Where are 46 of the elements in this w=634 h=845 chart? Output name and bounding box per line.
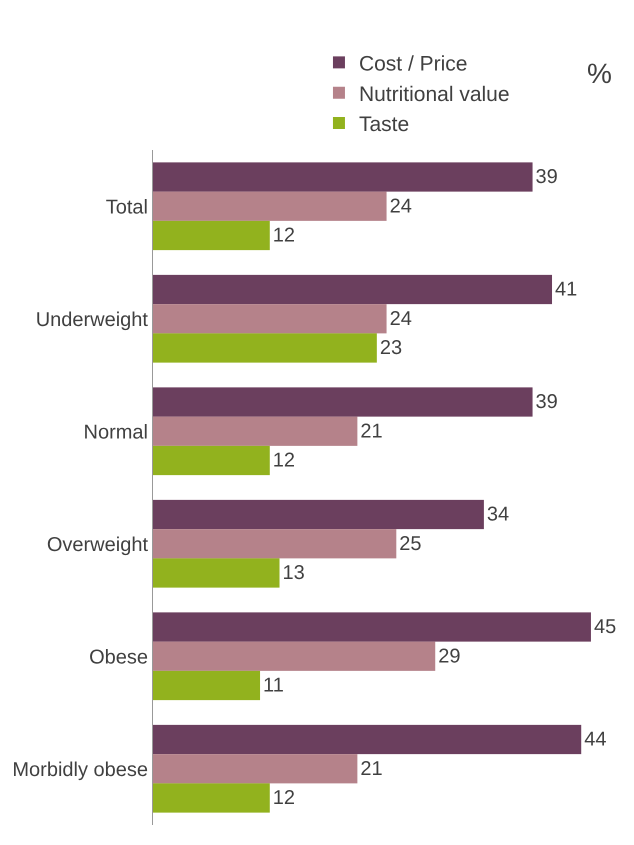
bar <box>153 333 377 363</box>
y-tick-label: Underweight <box>36 308 148 331</box>
bar <box>153 783 270 813</box>
bar <box>153 670 260 700</box>
bar <box>153 304 387 334</box>
legend-label: Taste <box>358 113 410 136</box>
data-label: 39 <box>536 166 558 188</box>
y-tick-label: Obese <box>89 646 148 668</box>
bar <box>153 220 270 250</box>
text: % <box>587 58 612 89</box>
legend-label: Cost / Price <box>358 52 468 76</box>
data-label: 44 <box>584 728 606 751</box>
bar <box>153 162 533 192</box>
data-label: 21 <box>360 420 383 442</box>
data-label: 29 <box>438 645 460 668</box>
data-label: 23 <box>380 337 402 360</box>
bar <box>153 754 358 784</box>
data-label: 12 <box>272 787 296 810</box>
legend-label: Nutritional value <box>358 82 510 106</box>
data-label: 24 <box>390 195 412 218</box>
y-tick-label: Morbidly obese <box>12 758 148 781</box>
y-tick-label: Total <box>106 196 148 218</box>
bar <box>153 416 358 446</box>
data-label: 39 <box>536 391 558 414</box>
data-label: 45 <box>594 616 616 638</box>
bar <box>153 192 387 221</box>
bar <box>153 612 591 642</box>
data-label: 25 <box>399 532 422 555</box>
y-tick-label: Overweight <box>46 534 148 556</box>
bar <box>153 642 436 671</box>
data-label: 12 <box>272 450 296 472</box>
data-label: 11 <box>263 674 284 697</box>
bar <box>153 724 582 754</box>
data-label: 13 <box>282 562 305 584</box>
data-label: 21 <box>360 758 383 780</box>
bar <box>153 558 280 588</box>
data-label: 41 <box>555 278 578 301</box>
bar <box>153 387 533 417</box>
bar <box>153 446 270 476</box>
y-tick-label: Normal <box>84 421 148 444</box>
bar <box>153 274 552 304</box>
bar <box>153 500 484 530</box>
bar <box>153 529 396 558</box>
data-label: 12 <box>272 224 296 247</box>
data-label: 34 <box>486 504 510 526</box>
data-label: 24 <box>390 308 412 330</box>
